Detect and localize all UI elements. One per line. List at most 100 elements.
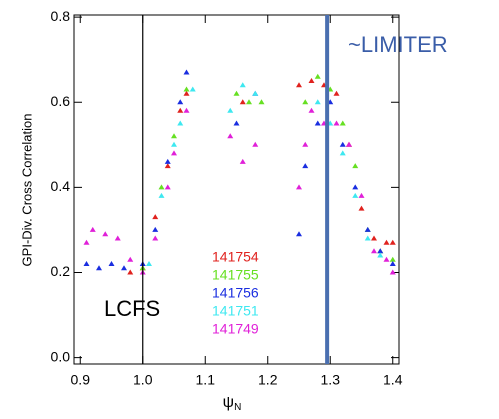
annotation: LCFS xyxy=(104,296,160,321)
point xyxy=(302,163,309,169)
point xyxy=(233,120,240,126)
point xyxy=(308,77,315,83)
x-tick-label: 0.9 xyxy=(71,372,91,388)
point xyxy=(296,82,302,88)
point xyxy=(314,99,321,105)
y-tick-label: 0.4 xyxy=(51,178,71,194)
point xyxy=(152,226,159,232)
point xyxy=(177,107,184,113)
point xyxy=(227,133,234,139)
point xyxy=(89,226,96,232)
x-tick-label: 1.1 xyxy=(196,372,216,388)
x-tick-label: 1.2 xyxy=(258,372,278,388)
point xyxy=(102,231,109,237)
annotation: ~LIMITER xyxy=(348,32,448,57)
point xyxy=(158,192,165,198)
point xyxy=(346,141,352,147)
point xyxy=(171,141,177,147)
point xyxy=(183,90,190,96)
point xyxy=(146,260,152,266)
point xyxy=(121,265,127,271)
point xyxy=(302,141,309,147)
point xyxy=(314,120,321,126)
point xyxy=(227,107,234,113)
point xyxy=(333,120,340,126)
point xyxy=(383,239,390,245)
legend-entry: 141755 xyxy=(212,267,259,283)
point xyxy=(339,141,346,147)
point xyxy=(339,150,346,156)
y-tick-label: 0.0 xyxy=(51,348,71,364)
legend-entry: 141751 xyxy=(212,303,259,319)
point xyxy=(383,256,390,262)
point xyxy=(114,235,121,241)
point xyxy=(371,235,377,241)
point xyxy=(171,150,177,156)
point xyxy=(308,107,315,113)
point xyxy=(296,231,302,237)
point xyxy=(339,120,346,126)
point xyxy=(314,73,321,79)
point xyxy=(164,163,171,169)
legend-entry: 141749 xyxy=(212,321,259,337)
point xyxy=(83,260,90,266)
point xyxy=(96,265,102,271)
point xyxy=(83,239,90,245)
y-tick-label: 0.6 xyxy=(51,93,71,109)
point xyxy=(364,235,371,241)
point xyxy=(108,260,115,266)
point xyxy=(252,141,259,147)
point xyxy=(377,252,384,258)
point xyxy=(152,235,159,241)
legend-entry: 141756 xyxy=(212,285,259,301)
series xyxy=(146,82,384,266)
point xyxy=(371,248,377,254)
plot-frame xyxy=(73,14,400,365)
point xyxy=(239,82,246,88)
x-axis-label-sub: N xyxy=(234,402,241,413)
point xyxy=(158,184,165,190)
point xyxy=(352,163,359,169)
point xyxy=(189,86,196,92)
point xyxy=(389,269,396,275)
point xyxy=(358,192,365,198)
y-axis-label: GPI-Div. Cross Correlation xyxy=(19,114,34,267)
point xyxy=(171,133,177,139)
series xyxy=(83,69,396,271)
point xyxy=(233,90,240,96)
point xyxy=(302,99,309,105)
point xyxy=(239,99,246,105)
point xyxy=(377,248,384,254)
x-axis-label-main: ψ xyxy=(223,394,234,411)
point xyxy=(177,99,184,105)
x-tick-label: 1.3 xyxy=(321,372,341,388)
point xyxy=(177,120,184,126)
point xyxy=(389,239,396,245)
point xyxy=(183,107,190,113)
point xyxy=(127,269,134,275)
point xyxy=(389,260,396,266)
point xyxy=(389,256,396,262)
point xyxy=(246,99,252,105)
y-tick-label: 0.2 xyxy=(51,263,71,279)
point xyxy=(183,69,190,75)
point xyxy=(152,214,159,220)
point xyxy=(352,184,359,190)
x-tick-label: 1.0 xyxy=(133,372,153,388)
point xyxy=(183,86,190,92)
point xyxy=(352,192,359,198)
x-axis-label: ψN xyxy=(223,394,242,412)
legend-entry: 141754 xyxy=(212,249,259,265)
series xyxy=(127,77,396,275)
point xyxy=(239,158,246,164)
point xyxy=(258,99,265,105)
y-tick-label: 0.8 xyxy=(51,8,71,24)
point xyxy=(364,226,371,232)
x-tick-label: 1.4 xyxy=(383,372,403,388)
point xyxy=(333,90,340,96)
point xyxy=(127,256,134,262)
point xyxy=(252,90,259,96)
point xyxy=(164,184,171,190)
point xyxy=(296,184,302,190)
